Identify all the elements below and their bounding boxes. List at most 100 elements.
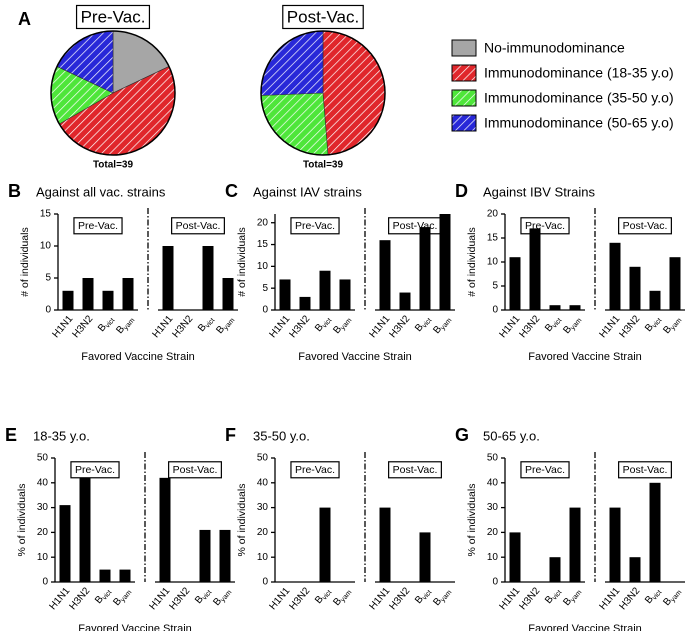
y-tick-label: 0 (492, 305, 498, 316)
panel-letter: G (455, 425, 469, 445)
x-tick-label: Byam (211, 585, 234, 609)
x-tick-label: H3N2 (170, 313, 195, 340)
y-axis-label: # of individuals (236, 227, 248, 296)
x-tick-label: H1N1 (597, 585, 622, 612)
panel-letter: B (8, 181, 21, 201)
y-tick-label: 40 (257, 477, 269, 488)
category-sub: yam (670, 589, 684, 604)
x-tick-label: Bvict (96, 314, 117, 335)
bar (102, 290, 114, 310)
bar (509, 532, 521, 582)
pie-slice (260, 92, 329, 156)
y-tick-label: 40 (487, 477, 499, 488)
bar (649, 290, 661, 310)
x-tick-label: H1N1 (597, 313, 622, 340)
x-tick-label: H3N2 (287, 313, 312, 340)
y-tick-label: 0 (45, 305, 51, 316)
category-sub: yam (340, 317, 354, 332)
group-box (290, 217, 340, 235)
category-sub: yam (123, 317, 137, 332)
panel-title: 50-65 y.o. (483, 428, 540, 443)
x-tick-label: Byam (331, 313, 354, 337)
bar (122, 278, 134, 310)
panel-letter: D (455, 181, 468, 201)
legend-swatch (451, 64, 477, 82)
y-axis-label: % of individuals (466, 484, 478, 557)
group-box (618, 461, 672, 479)
y-axis-label: % of individuals (236, 484, 248, 557)
bar (439, 214, 451, 310)
y-tick-label: 0 (262, 577, 268, 588)
y-tick-label: 20 (37, 527, 49, 538)
group-label: Post-Vac. (393, 220, 438, 232)
panel-letter: E (5, 425, 17, 445)
bar (202, 246, 214, 310)
category-sub: yam (440, 589, 454, 604)
category-sub: yam (440, 317, 454, 332)
group-label: Pre-Vac. (75, 464, 115, 476)
bar (379, 507, 391, 582)
panel-title: Against IAV strains (253, 184, 362, 199)
legend-label: Immunodominance (35-50 y.o) (484, 90, 674, 106)
pie-outline (50, 30, 176, 156)
panel-letter: F (225, 425, 236, 445)
x-tick-label: Byam (561, 313, 584, 337)
y-tick-label: 10 (40, 241, 52, 252)
bar (222, 278, 234, 310)
y-tick-label: 5 (262, 283, 268, 294)
bar (509, 257, 521, 310)
x-tick-label: Bvict (543, 314, 564, 335)
x-axis-label: Favored Vaccine Strain (528, 623, 642, 631)
panel-title: Against all vac. strains (36, 184, 166, 199)
y-tick-label: 20 (257, 527, 269, 538)
group-label: Post-Vac. (623, 464, 668, 476)
x-tick-label: Bvict (313, 314, 334, 335)
bar (159, 477, 171, 582)
category-sub: yam (120, 589, 134, 604)
group-box (168, 461, 222, 479)
x-tick-label: Bvict (543, 586, 564, 607)
group-box (618, 217, 672, 235)
y-tick-label: 5 (45, 273, 51, 284)
x-tick-label: Byam (661, 585, 684, 609)
pie-outline (260, 30, 386, 156)
y-tick-label: 10 (487, 257, 499, 268)
bar (569, 507, 581, 582)
legend-label: No-immunodominance (484, 40, 625, 56)
bar (162, 246, 174, 310)
bar (219, 529, 231, 582)
x-tick-label: Bvict (643, 314, 664, 335)
panel-letter: A (18, 9, 31, 29)
x-tick-label: H1N1 (50, 313, 75, 340)
bar (609, 507, 621, 582)
x-tick-label: Byam (331, 585, 354, 609)
bar (379, 240, 391, 310)
y-tick-label: 0 (492, 577, 498, 588)
x-tick-label: Byam (214, 313, 237, 337)
x-tick-label: Byam (561, 585, 584, 609)
group-label: Post-Vac. (176, 220, 221, 232)
bar (319, 270, 331, 310)
x-tick-label: H1N1 (150, 313, 175, 340)
x-tick-label: H1N1 (267, 585, 292, 612)
y-tick-label: 5 (492, 281, 498, 292)
y-tick-label: 15 (487, 233, 499, 244)
x-tick-label: Byam (114, 313, 137, 337)
y-tick-label: 10 (257, 261, 269, 272)
y-tick-label: 10 (257, 552, 269, 563)
panel-letter: C (225, 181, 238, 201)
bar (319, 507, 331, 582)
group-box (388, 461, 442, 479)
y-axis-label: # of individuals (466, 227, 478, 296)
category-sub: yam (223, 317, 237, 332)
pie-slice (260, 30, 324, 96)
y-tick-label: 50 (257, 453, 269, 464)
legend-swatch (451, 114, 477, 132)
x-axis-label: Favored Vaccine Strain (528, 351, 642, 363)
pie-slice (322, 30, 386, 156)
bar (59, 505, 71, 582)
group-box (70, 461, 120, 479)
bar (82, 278, 94, 310)
y-tick-label: 50 (37, 453, 49, 464)
